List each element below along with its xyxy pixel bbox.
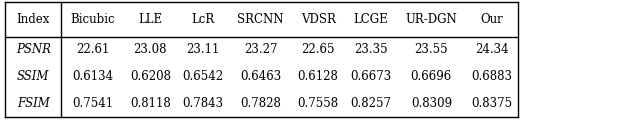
Text: 23.55: 23.55	[415, 43, 448, 56]
Text: 0.6208: 0.6208	[130, 70, 171, 83]
Text: 22.65: 22.65	[301, 43, 335, 56]
Text: 0.7828: 0.7828	[240, 97, 281, 110]
Text: PSNR: PSNR	[16, 43, 51, 56]
Text: LCGE: LCGE	[353, 13, 388, 26]
Text: FSIM: FSIM	[17, 97, 50, 110]
Text: 0.8118: 0.8118	[130, 97, 171, 110]
Text: 23.27: 23.27	[244, 43, 277, 56]
Text: 0.6463: 0.6463	[240, 70, 281, 83]
Text: Bicubic: Bicubic	[70, 13, 115, 26]
Text: LcR: LcR	[191, 13, 214, 26]
Text: 0.6542: 0.6542	[182, 70, 223, 83]
Text: 0.6128: 0.6128	[298, 70, 339, 83]
Text: 24.34: 24.34	[476, 43, 509, 56]
Text: 23.35: 23.35	[354, 43, 387, 56]
Text: VDSR: VDSR	[301, 13, 335, 26]
Text: 0.6696: 0.6696	[411, 70, 452, 83]
Text: 0.8309: 0.8309	[411, 97, 452, 110]
Text: SRCNN: SRCNN	[237, 13, 284, 26]
Text: 0.6673: 0.6673	[350, 70, 391, 83]
Text: 0.8375: 0.8375	[472, 97, 513, 110]
Text: 0.8257: 0.8257	[350, 97, 391, 110]
Text: LLE: LLE	[138, 13, 163, 26]
Text: 23.08: 23.08	[134, 43, 167, 56]
Text: Index: Index	[17, 13, 50, 26]
Text: 0.6134: 0.6134	[72, 70, 113, 83]
Text: 0.7558: 0.7558	[298, 97, 339, 110]
Text: SSIM: SSIM	[17, 70, 49, 83]
Text: 0.6883: 0.6883	[472, 70, 513, 83]
Text: 23.11: 23.11	[186, 43, 220, 56]
Text: 22.61: 22.61	[76, 43, 109, 56]
Text: Our: Our	[481, 13, 504, 26]
Text: 0.7843: 0.7843	[182, 97, 223, 110]
Text: 0.7541: 0.7541	[72, 97, 113, 110]
Text: UR-DGN: UR-DGN	[406, 13, 457, 26]
